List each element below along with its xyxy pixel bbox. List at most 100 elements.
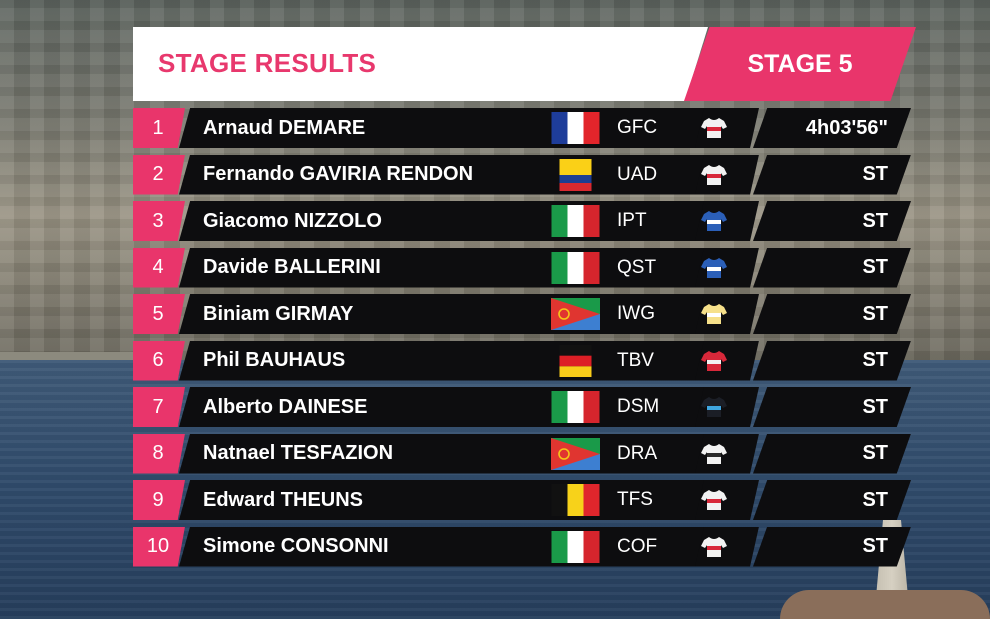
jersey-cell <box>695 154 759 195</box>
team-code: DSM <box>617 396 660 417</box>
rider-name: Arnaud DEMARE <box>203 116 366 139</box>
rank-cell <box>133 154 185 195</box>
team-code: QST <box>617 256 657 278</box>
finish-time: ST <box>862 209 888 232</box>
rank-cell <box>133 201 185 241</box>
table-row: 3 Giacomo NIZZOLO IPT ST <box>133 201 913 241</box>
finish-time: ST <box>862 488 888 511</box>
rider-cell <box>179 294 735 334</box>
time-cell <box>753 480 911 520</box>
team-jersey-icon <box>701 302 727 326</box>
header-panel <box>133 27 708 101</box>
rank-cell <box>133 480 185 520</box>
eritrea-flag-icon <box>551 298 600 330</box>
france-flag-icon <box>551 112 600 144</box>
rank-number: 7 <box>152 395 164 418</box>
italy-flag-icon <box>551 251 600 284</box>
team-code: IPT <box>617 210 647 231</box>
team-code: COF <box>617 535 658 557</box>
jersey-cell <box>695 108 759 148</box>
rider-name: Natnael TESFAZION <box>203 442 394 464</box>
time-cell <box>753 340 911 381</box>
finish-time: ST <box>862 302 888 325</box>
rank-number: 10 <box>146 535 170 557</box>
finish-time: ST <box>862 395 888 418</box>
team-code: IWG <box>617 303 655 324</box>
results-table: 1 Arnaud DEMARE GFC 4h03'56" 2 Fernando GAVIR… <box>133 108 913 573</box>
colombia-flag-icon <box>551 158 600 191</box>
team-jersey-icon <box>701 535 727 559</box>
team-code: GFC <box>617 117 658 138</box>
rank-number: 3 <box>152 209 164 232</box>
eritrea-flag-icon <box>551 437 600 470</box>
italy-flag-icon <box>551 530 600 563</box>
finish-time: ST <box>862 163 888 185</box>
team-jersey-icon <box>701 488 727 512</box>
finish-time: ST <box>862 349 888 371</box>
time-cell <box>753 526 911 567</box>
germany-flag-icon <box>551 344 600 377</box>
table-row: 5 Biniam GIRMAY IWG ST <box>133 294 913 334</box>
rank-cell <box>133 247 185 288</box>
table-row: 9 Edward THEUNS TFS ST <box>133 480 913 520</box>
rank-cell <box>133 387 185 427</box>
jersey-cell <box>695 201 759 241</box>
stage-badge <box>684 27 916 101</box>
jersey-cell <box>695 247 759 288</box>
table-row: 6 Phil BAUHAUS TBV ST <box>133 340 913 381</box>
rider-cell <box>179 108 735 148</box>
fort-structure <box>780 590 990 619</box>
finish-time: ST <box>862 442 888 464</box>
rider-name: Simone CONSONNI <box>203 535 389 557</box>
belgium-flag-icon <box>551 484 600 516</box>
team-jersey-icon <box>701 209 727 233</box>
rank-number: 1 <box>152 116 164 139</box>
rider-name: Phil BAUHAUS <box>203 349 346 371</box>
team-jersey-icon <box>701 442 727 466</box>
team-code: TFS <box>617 489 653 510</box>
jersey-cell <box>695 433 759 474</box>
rider-cell <box>179 433 735 474</box>
time-cell <box>753 433 911 474</box>
jersey-cell <box>695 294 759 334</box>
rank-cell <box>133 108 185 148</box>
rider-cell <box>179 247 735 288</box>
team-jersey-icon <box>701 116 727 140</box>
italy-flag-icon <box>551 205 600 237</box>
rider-cell <box>179 526 735 567</box>
rank-cell <box>133 294 185 334</box>
jersey-cell <box>695 387 759 427</box>
jersey-cell <box>695 340 759 381</box>
rider-name: Biniam GIRMAY <box>203 302 354 325</box>
results-title: STAGE RESULTS <box>158 48 377 78</box>
team-code: UAD <box>617 163 658 185</box>
rank-cell <box>133 433 185 474</box>
team-code: DRA <box>617 442 658 464</box>
rank-number: 2 <box>152 163 164 185</box>
rider-cell <box>179 201 735 241</box>
table-row: 8 Natnael TESFAZION DRA ST <box>133 433 913 474</box>
team-jersey-icon <box>701 349 727 373</box>
stage-label: STAGE 5 <box>747 49 853 78</box>
rider-name: Alberto DAINESE <box>203 395 368 418</box>
time-cell <box>753 201 911 241</box>
rank-cell <box>133 340 185 381</box>
jersey-cell <box>695 480 759 520</box>
team-code: TBV <box>617 349 654 371</box>
team-jersey-icon <box>701 163 727 187</box>
time-cell <box>753 247 911 288</box>
rider-name: Giacomo NIZZOLO <box>203 209 382 232</box>
jersey-cell <box>695 526 759 567</box>
table-row: 7 Alberto DAINESE DSM ST <box>133 387 913 427</box>
team-jersey-icon <box>701 395 727 419</box>
rank-number: 5 <box>152 302 164 325</box>
rank-number: 6 <box>152 349 164 371</box>
rider-cell <box>179 480 735 520</box>
table-row: 1 Arnaud DEMARE GFC 4h03'56" <box>133 108 913 148</box>
finish-time: ST <box>862 256 888 278</box>
rider-name: Edward THEUNS <box>203 488 364 511</box>
rank-number: 4 <box>152 256 164 278</box>
rank-number: 9 <box>152 488 164 511</box>
team-jersey-icon <box>701 256 727 280</box>
italy-flag-icon <box>551 391 600 423</box>
